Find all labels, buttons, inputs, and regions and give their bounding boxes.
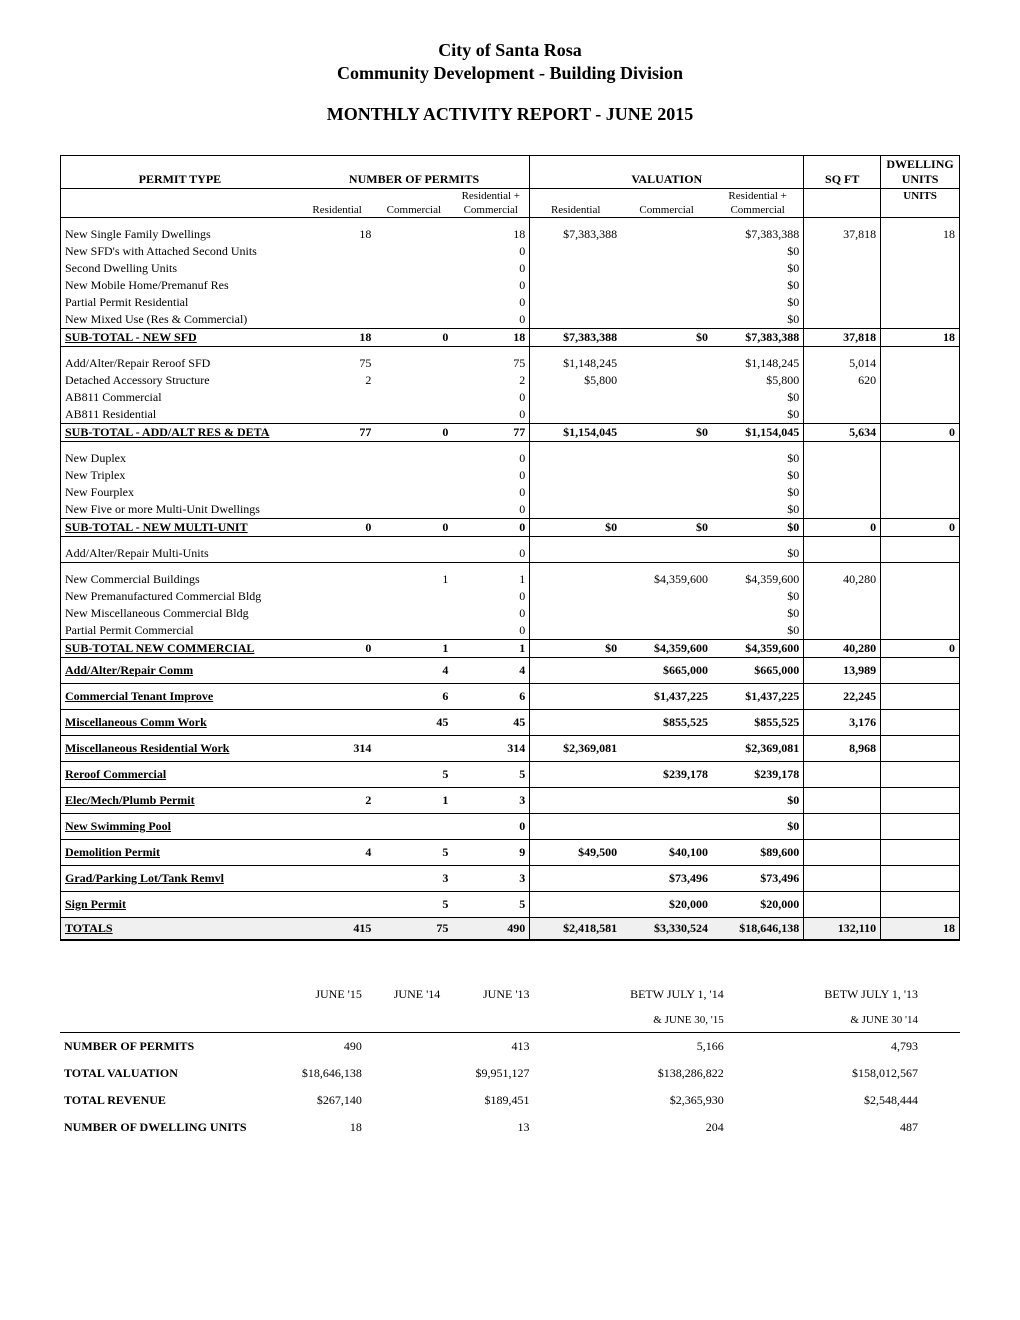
city-name: City of Santa Rosa xyxy=(60,40,960,61)
table-row: TOTALS41575490$2,418,581$3,330,524$18,64… xyxy=(61,918,960,941)
table-row: Partial Permit Residential0$0 xyxy=(61,294,960,311)
sub-commercial-v: Commercial xyxy=(621,203,712,218)
table-row: Elec/Mech/Plumb Permit213$0 xyxy=(61,788,960,814)
table-row: New Fourplex0$0 xyxy=(61,484,960,501)
table-row: Add/Alter/Repair Multi-Units0$0 xyxy=(61,545,960,563)
table-row: New Miscellaneous Commercial Bldg0$0 xyxy=(61,605,960,622)
table-row: New Mobile Home/Premanuf Res0$0 xyxy=(61,277,960,294)
table-row: AB811 Residential0$0 xyxy=(61,406,960,424)
report-title: MONTHLY ACTIVITY REPORT - JUNE 2015 xyxy=(60,104,960,125)
table-row: Reroof Commercial55$239,178$239,178 xyxy=(61,762,960,788)
summary-row: NUMBER OF DWELLING UNITS1813204487 xyxy=(60,1114,960,1141)
summary-hdr-c2: JUNE '14 xyxy=(366,981,444,1008)
summary-row: TOTAL REVENUE$267,140$189,451$2,365,930$… xyxy=(60,1087,960,1114)
table-row: New Commercial Buildings11$4,359,600$4,3… xyxy=(61,571,960,588)
sub-res-comm-vb: Commercial xyxy=(712,203,804,218)
table-row: Grad/Parking Lot/Tank Remvl33$73,496$73,… xyxy=(61,866,960,892)
table-row: New Five or more Multi-Unit Dwellings0$0 xyxy=(61,501,960,519)
summary-hdr-c1: JUNE '15 xyxy=(268,981,366,1008)
col-sqft: SQ FT xyxy=(804,156,881,189)
col-dwelling-units: DWELLING UNITS xyxy=(881,156,960,189)
table-row: SUB-TOTAL - ADD/ALT RES & DETA77077$1,15… xyxy=(61,424,960,442)
col-number-permits: NUMBER OF PERMITS xyxy=(299,156,530,189)
summary-table: JUNE '15 JUNE '14 JUNE '13 BETW JULY 1, … xyxy=(60,981,960,1141)
sub-res-comm-val: Residential + xyxy=(712,189,804,204)
table-row: Detached Accessory Structure22$5,800$5,8… xyxy=(61,372,960,389)
table-row: Commercial Tenant Improve66$1,437,225$1,… xyxy=(61,684,960,710)
sub-res-comm: Residential + xyxy=(452,189,529,204)
units-label: UNITS xyxy=(881,189,960,204)
table-row: New Premanufactured Commercial Bldg0$0 xyxy=(61,588,960,605)
table-row: Miscellaneous Comm Work4545$855,525$855,… xyxy=(61,710,960,736)
table-row: Add/Alter/Repair Comm44$665,000$665,0001… xyxy=(61,658,960,684)
department-name: Community Development - Building Divisio… xyxy=(60,63,960,84)
sub-residential-v: Residential xyxy=(530,203,621,218)
table-row: SUB-TOTAL - NEW SFD18018$7,383,388$0$7,3… xyxy=(61,329,960,347)
table-row: AB811 Commercial0$0 xyxy=(61,389,960,406)
table-row: New Mixed Use (Res & Commercial)0$0 xyxy=(61,311,960,329)
summary-row: TOTAL VALUATION$18,646,138$9,951,127$138… xyxy=(60,1060,960,1087)
sub-residential: Residential xyxy=(299,203,376,218)
report-header: City of Santa Rosa Community Development… xyxy=(60,40,960,125)
table-row: New Triplex0$0 xyxy=(61,467,960,484)
summary-hdr-c4a: BETW JULY 1, '14 xyxy=(581,981,727,1008)
col-permit-type: PERMIT TYPE xyxy=(61,156,299,189)
table-row: New Single Family Dwellings1818$7,383,38… xyxy=(61,226,960,243)
summary-hdr-c5a: BETW JULY 1, '13 xyxy=(776,981,922,1008)
summary-hdr-c5b: & JUNE 30 '14 xyxy=(776,1008,922,1033)
table-row: Demolition Permit459$49,500$40,100$89,60… xyxy=(61,840,960,866)
table-row: Partial Permit Commercial0$0 xyxy=(61,622,960,640)
table-row: New SFD's with Attached Second Units0$0 xyxy=(61,243,960,260)
table-row: SUB-TOTAL NEW COMMERCIAL011$0$4,359,600$… xyxy=(61,640,960,658)
table-row: Sign Permit55$20,000$20,000 xyxy=(61,892,960,918)
table-row: Add/Alter/Repair Reroof SFD7575$1,148,24… xyxy=(61,355,960,372)
sub-res-comm-b: Commercial xyxy=(452,203,529,218)
sub-commercial: Commercial xyxy=(375,203,452,218)
summary-row: NUMBER OF PERMITS4904135,1664,793 xyxy=(60,1033,960,1061)
table-row: Second Dwelling Units0$0 xyxy=(61,260,960,277)
summary-hdr-c4b: & JUNE 30, '15 xyxy=(581,1008,727,1033)
col-valuation: VALUATION xyxy=(530,156,804,189)
table-row: New Swimming Pool0$0 xyxy=(61,814,960,840)
summary-hdr-c3: JUNE '13 xyxy=(444,981,533,1008)
table-row: New Duplex0$0 xyxy=(61,450,960,467)
table-row: SUB-TOTAL - NEW MULTI-UNIT000$0$0$000 xyxy=(61,519,960,537)
table-row: Miscellaneous Residential Work314314$2,3… xyxy=(61,736,960,762)
main-report-table: PERMIT TYPE NUMBER OF PERMITS VALUATION … xyxy=(60,155,960,941)
